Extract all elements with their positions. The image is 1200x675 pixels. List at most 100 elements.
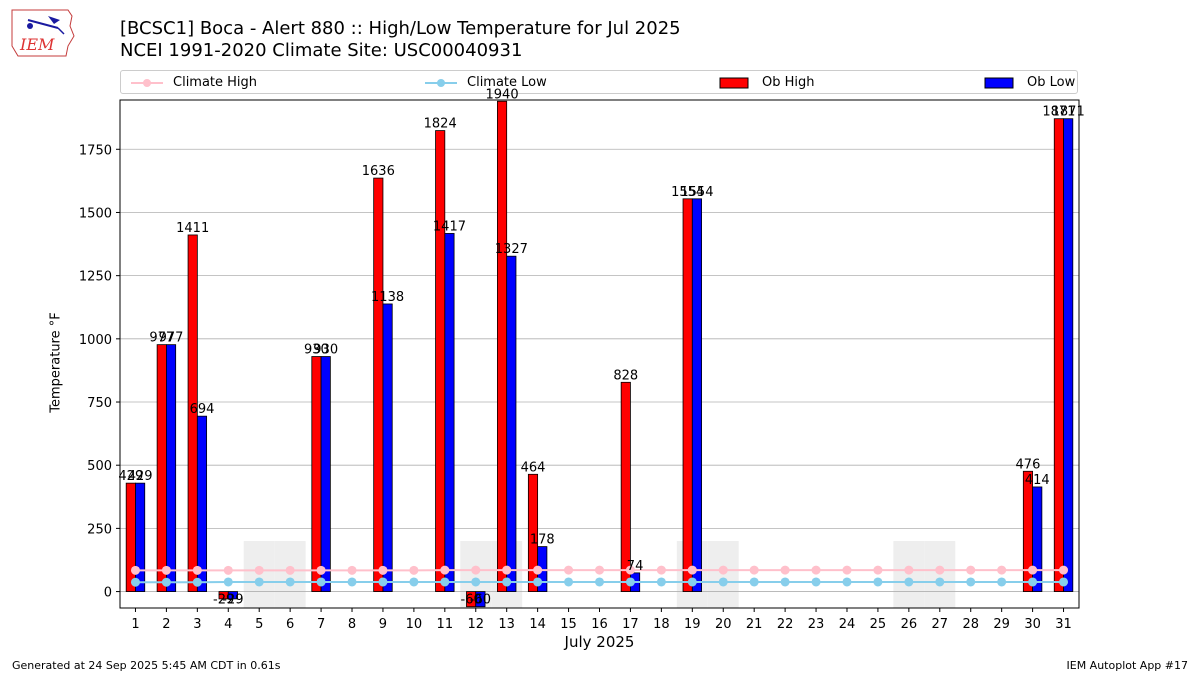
climate-low-point	[285, 577, 295, 587]
bar-ob-high	[497, 100, 508, 592]
bar-ob-low	[1063, 118, 1074, 592]
x-tick-label: 16	[591, 617, 608, 632]
x-tick-label: 10	[406, 617, 423, 632]
bar-label-ob-high: 1411	[176, 221, 209, 236]
climate-high-point	[842, 565, 852, 575]
bar-label-ob-high: 1636	[362, 164, 395, 179]
x-tick-label: 27	[932, 617, 949, 632]
y-tick-label: 1250	[79, 270, 112, 285]
bar-label-ob-low: 1417	[433, 219, 466, 234]
climate-low-point	[409, 577, 419, 587]
x-tick-label: 2	[162, 617, 170, 632]
bar-ob-low	[506, 255, 517, 592]
climate-high-point	[564, 565, 574, 575]
climate-high-point	[749, 565, 759, 575]
y-tick-label: 1000	[79, 333, 112, 348]
bar-label-ob-high: 476	[1016, 457, 1041, 472]
bar-label-ob-high: 1940	[486, 87, 519, 102]
bar-label-ob-low: 694	[190, 402, 215, 417]
x-tick-label: 8	[348, 617, 356, 632]
climate-low-point	[347, 577, 357, 587]
climate-high-point	[130, 565, 140, 575]
climate-low-point	[161, 577, 171, 587]
x-tick-label: 30	[1024, 617, 1041, 632]
climate-high-point	[935, 565, 945, 575]
bar-ob-low	[691, 198, 702, 592]
climate-low-point	[842, 577, 852, 587]
climate-high-point	[904, 565, 914, 575]
climate-high-point	[440, 565, 450, 575]
x-tick-label: 24	[839, 617, 856, 632]
bar-label-ob-high: 828	[613, 368, 638, 383]
bar-label-ob-low: 1138	[371, 290, 404, 305]
climate-high-point	[997, 565, 1007, 575]
bar-label-ob-low: 414	[1025, 473, 1050, 488]
climate-low-point	[1028, 577, 1038, 587]
climate-high-point	[780, 565, 790, 575]
bar-ob-low	[196, 415, 208, 592]
plot-frame	[119, 99, 1080, 609]
bar-ob-low	[227, 591, 238, 600]
bar-ob-low	[1032, 486, 1043, 592]
climate-high-point	[718, 565, 728, 575]
climate-low-point	[873, 577, 883, 587]
x-tick-label: 20	[715, 617, 732, 632]
climate-low-point	[595, 577, 604, 587]
x-tick-label: 22	[777, 617, 794, 632]
climate-high-point	[1059, 565, 1069, 575]
climate-low-point	[192, 577, 202, 587]
x-tick-label: 31	[1055, 617, 1072, 632]
x-tick-label: 25	[870, 617, 887, 632]
bar-ob-low	[475, 591, 486, 608]
svg-text:IEM: IEM	[19, 35, 55, 54]
bar-ob-high	[527, 473, 539, 592]
climate-low-point	[811, 577, 821, 587]
app-credit: IEM Autoplot App #17	[1066, 659, 1189, 672]
climate-high-point	[161, 565, 171, 575]
climate-high-point	[471, 565, 481, 575]
climate-low-point	[935, 577, 945, 587]
x-tick-label: 6	[286, 617, 294, 632]
climate-high-point	[192, 565, 202, 575]
bar-label-ob-high: 930	[304, 343, 329, 358]
climate-high-point	[533, 565, 543, 575]
bar-ob-high	[311, 356, 322, 592]
bar-label-ob-high: 1871	[1042, 105, 1075, 120]
chart-title-line1: [BCSC1] Boca - Alert 880 :: High/Low Tem…	[120, 18, 681, 39]
bar-label-ob-low: 1871	[1052, 105, 1085, 120]
climate-low-point	[749, 577, 759, 587]
y-tick-label: 250	[87, 522, 112, 537]
climate-high-point	[347, 565, 357, 575]
bar-ob-high	[435, 130, 446, 592]
climate-high-point	[966, 565, 976, 575]
legend-label-climate-high: Climate High	[173, 75, 258, 90]
x-tick-label: 23	[808, 617, 825, 632]
x-tick-label: 9	[379, 617, 387, 632]
bar-ob-high	[156, 344, 167, 592]
climate-high-point	[502, 565, 512, 575]
x-tick-label: 7	[317, 617, 325, 632]
legend-label-ob-low: Ob Low	[1027, 75, 1076, 90]
iem-logo: IEM	[8, 6, 80, 60]
x-tick-label: 5	[255, 617, 263, 632]
climate-low-point	[254, 577, 264, 587]
climate-low-point	[316, 577, 326, 587]
climate-high-point	[811, 565, 821, 575]
bar-label-ob-low: 429	[128, 469, 153, 484]
bar-label-ob-low: 977	[159, 331, 184, 346]
climate-high-point	[316, 565, 326, 575]
climate-low-point	[1059, 577, 1069, 587]
y-tick-label: 1500	[79, 206, 112, 221]
climate-high-point	[1028, 565, 1038, 575]
climate-low-point	[966, 577, 976, 587]
bar-ob-high	[373, 177, 384, 592]
climate-low-point	[130, 577, 140, 587]
bar-ob-high	[187, 234, 198, 592]
bar-label-ob-high: 464	[521, 460, 546, 475]
x-tick-label: 29	[993, 617, 1010, 632]
chart-title-line2: NCEI 1991-2020 Climate Site: USC00040931	[120, 40, 523, 61]
y-tick-label: 1750	[79, 143, 112, 158]
bar-ob-high	[1053, 118, 1064, 592]
climate-high-point	[625, 565, 635, 575]
